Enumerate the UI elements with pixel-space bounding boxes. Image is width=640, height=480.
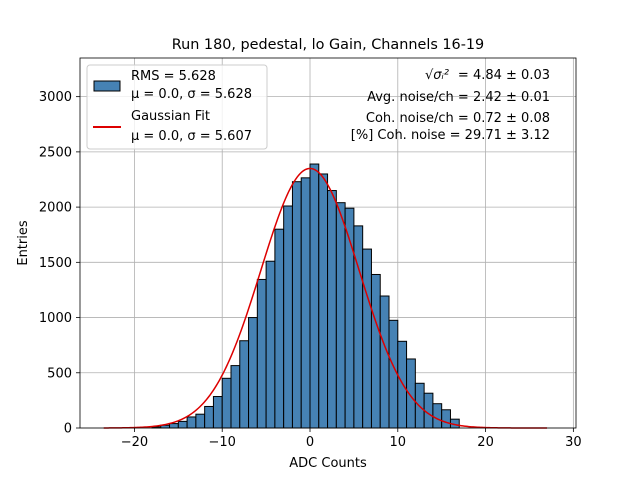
- histogram-bar: [432, 403, 443, 429]
- histogram-bar: [221, 377, 232, 429]
- histogram-bar: [291, 181, 302, 429]
- histogram-bar: [230, 365, 241, 429]
- y-tick-label: 2500: [39, 145, 72, 160]
- coh-noise-annotation: Coh. noise/ch = 0.72 ± 0.08: [366, 111, 550, 126]
- histogram-bar: [379, 295, 390, 429]
- histogram-bar: [335, 202, 346, 429]
- x-tick-label: 0: [306, 435, 314, 450]
- legend-hist-label-line2: μ = 0.0, σ = 5.628: [131, 87, 252, 102]
- histogram-bar: [239, 340, 250, 429]
- y-axis-label: Entries: [16, 220, 31, 266]
- avg-noise-annotation: Avg. noise/ch = 2.42 ± 0.01: [367, 90, 550, 105]
- y-tick-label: 0: [64, 422, 72, 437]
- x-tick-label: −10: [208, 435, 235, 450]
- histogram-bar: [441, 409, 451, 429]
- histogram-bar: [204, 405, 214, 429]
- histogram-bar: [362, 248, 372, 429]
- y-tick-label: 2000: [39, 201, 72, 216]
- y-tick-label: 1000: [39, 311, 72, 326]
- histogram-bar: [274, 228, 285, 429]
- pct-coh-noise-annotation: [%] Coh. noise = 29.71 ± 3.12: [351, 128, 550, 143]
- legend-hist-swatch: [93, 80, 121, 92]
- plot-frame: [79, 57, 577, 429]
- sqrt-sigma-value: = 4.84 ± 0.03: [458, 68, 550, 83]
- histogram-bar: [195, 413, 206, 429]
- x-tick-label: 20: [477, 435, 494, 450]
- y-axis-ticks: 0 500 1000 1500 2000 2500 3000: [39, 90, 80, 437]
- histogram-bar: [309, 163, 320, 429]
- y-tick-label: 500: [47, 366, 72, 381]
- histogram-bar: [406, 358, 416, 429]
- x-tick-label: 30: [565, 435, 582, 450]
- sqrt-sigma-symbol: √σᵢ²: [425, 68, 449, 83]
- x-axis-label: ADC Counts: [289, 456, 367, 471]
- legend: RMS = 5.628 μ = 0.0, σ = 5.628 Gaussian …: [86, 64, 268, 150]
- histogram-bar: [265, 260, 276, 429]
- histogram-bar: [283, 205, 293, 429]
- noise-annotations: √σᵢ² = 4.84 ± 0.03 Avg. noise/ch = 2.42 …: [351, 68, 550, 143]
- legend-hist-label-line1: RMS = 5.628: [131, 69, 216, 84]
- x-tick-label: −20: [121, 435, 148, 450]
- histogram-bars: [151, 163, 460, 429]
- y-tick-label: 1500: [39, 256, 72, 271]
- histogram-bar: [327, 190, 337, 429]
- histogram-bar: [212, 396, 223, 429]
- histogram-bar: [370, 273, 381, 429]
- histogram-bar: [300, 177, 311, 429]
- histogram-bar: [318, 173, 329, 429]
- histogram-bar: [256, 278, 267, 429]
- x-axis-ticks: −20 −10 0 10 20 30: [121, 428, 582, 450]
- histogram-bar: [248, 317, 258, 429]
- histogram-bar: [177, 420, 188, 429]
- gaussian-fit-curve: [103, 167, 548, 429]
- histogram-bar: [169, 423, 179, 429]
- legend-fit-label-line2: μ = 0.0, σ = 5.607: [131, 129, 252, 144]
- histogram-bar: [186, 416, 197, 429]
- y-tick-label: 3000: [39, 90, 72, 105]
- chart-title: Run 180, pedestal, lo Gain, Channels 16-…: [172, 37, 484, 53]
- x-tick-label: 10: [390, 435, 407, 450]
- legend-fit-label-line1: Gaussian Fit: [131, 109, 210, 124]
- histogram-bar: [397, 340, 408, 429]
